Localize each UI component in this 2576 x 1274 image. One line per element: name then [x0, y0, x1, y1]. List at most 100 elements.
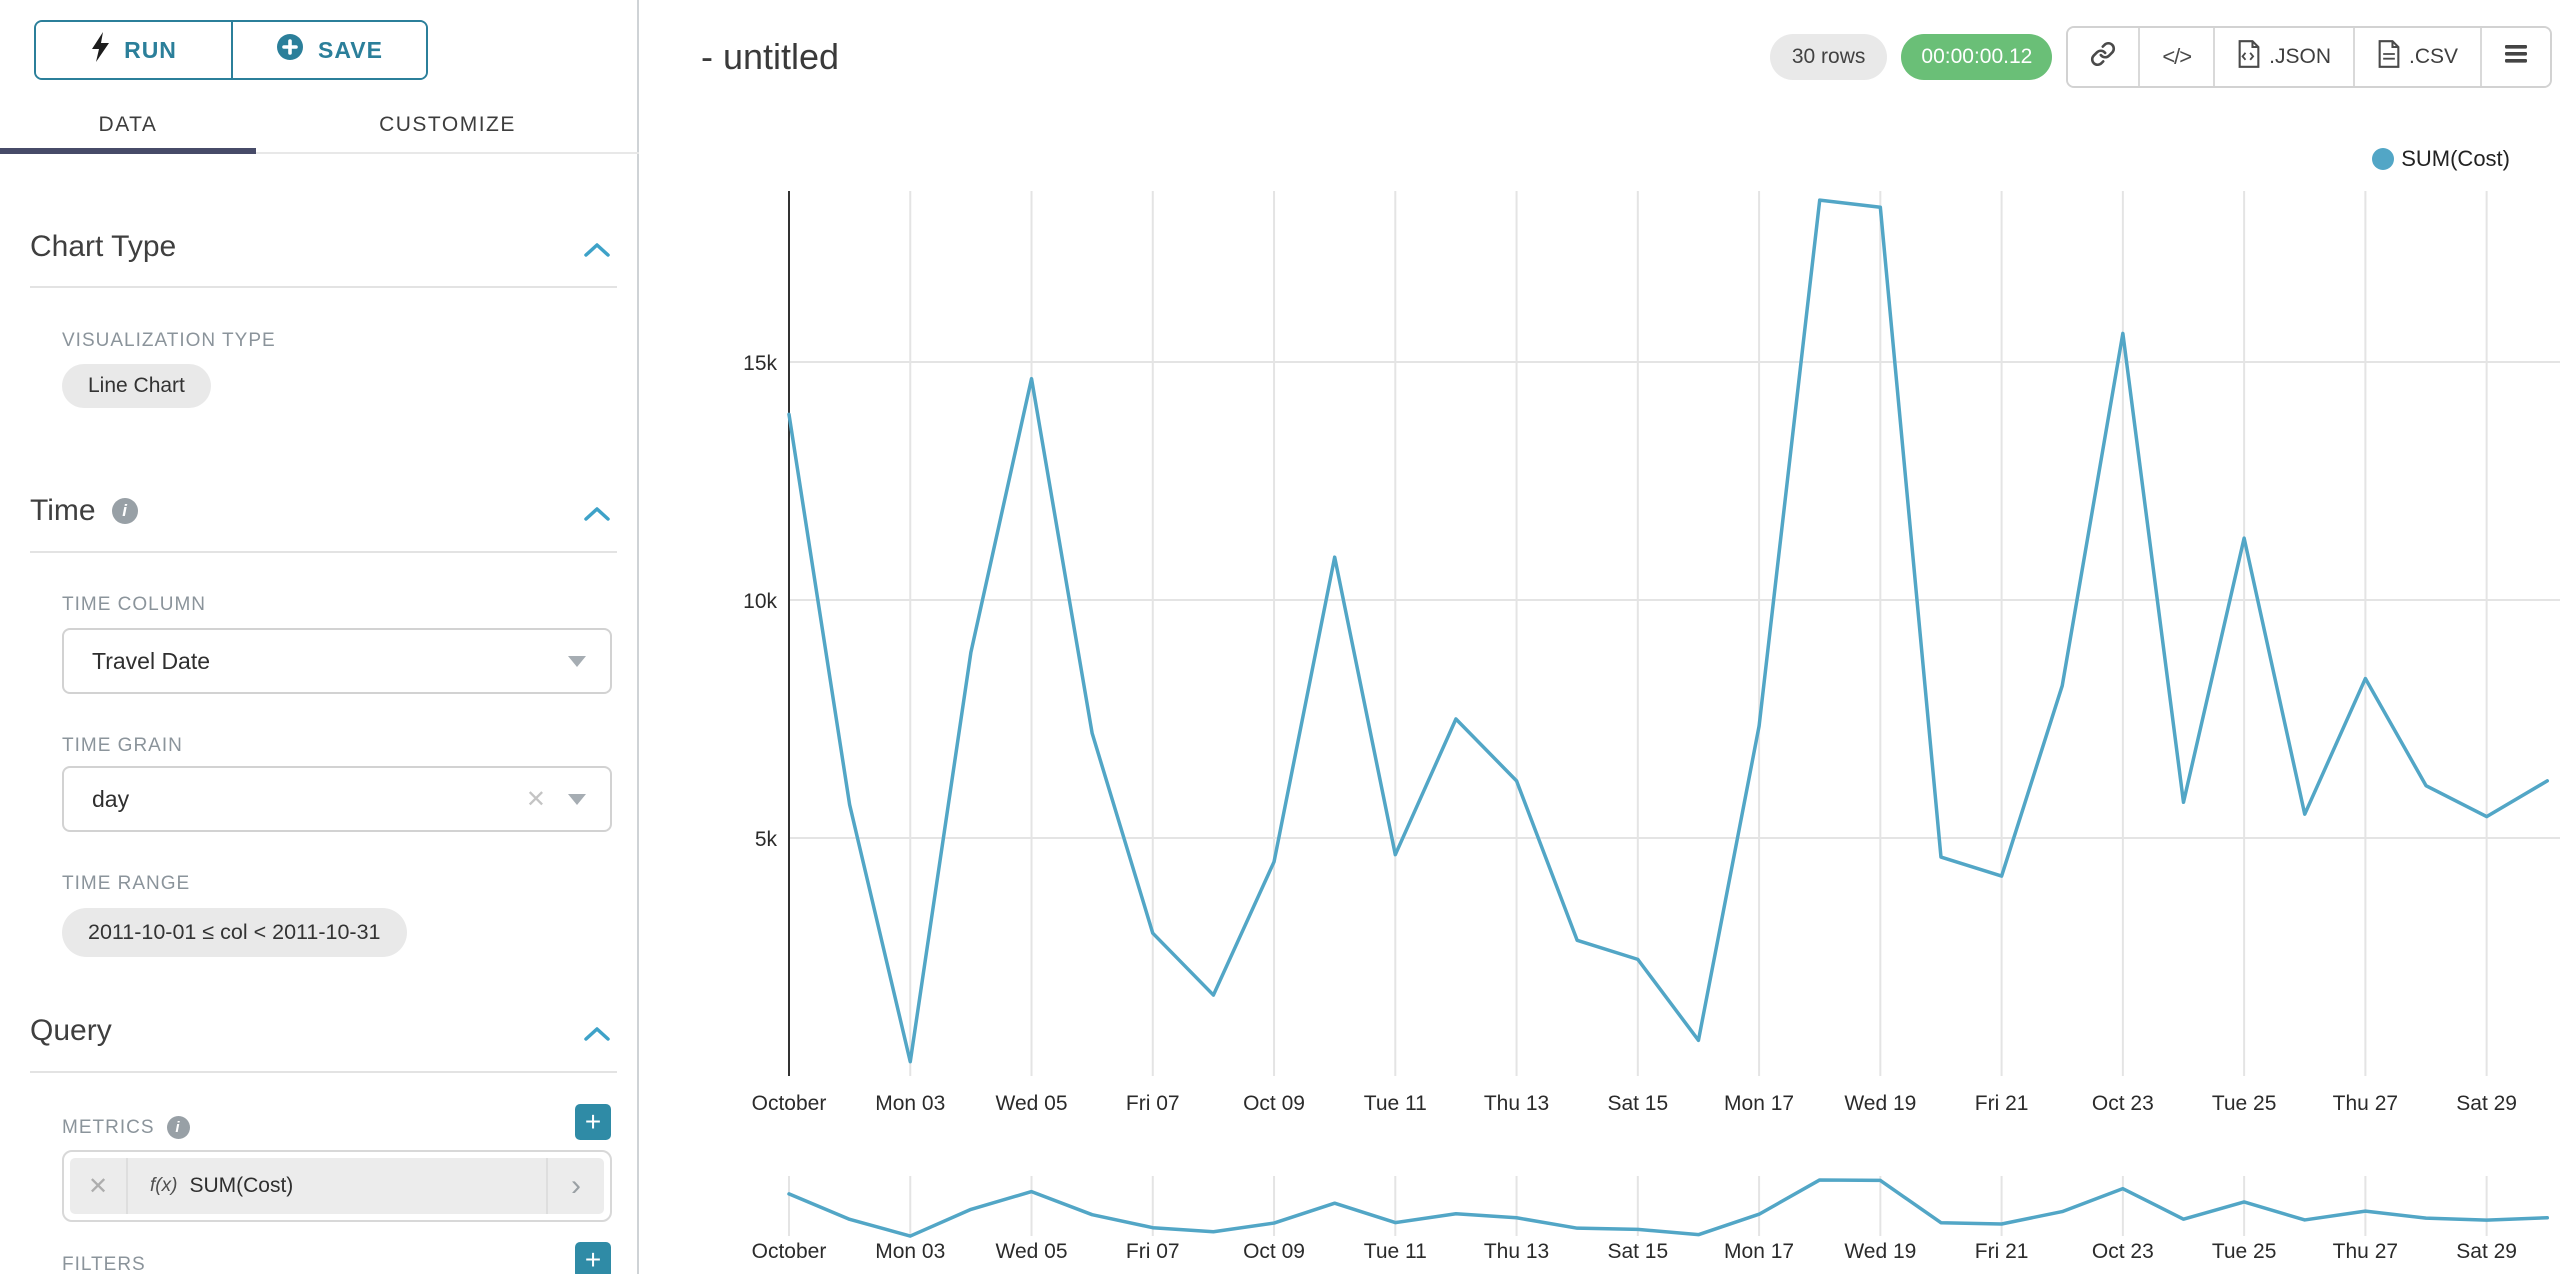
hamburger-menu-icon — [2504, 44, 2528, 70]
x-axis-tick-label: Fri 21 — [1975, 1092, 2029, 1115]
code-icon: </> — [2162, 44, 2192, 69]
section-divider — [30, 551, 617, 553]
time-section-title: Time i — [30, 494, 138, 528]
legend-label: SUM(Cost) — [2401, 146, 2510, 171]
csv-file-icon — [2377, 40, 2401, 74]
line-chart[interactable]: 5k 10k 15k October Mon 03 Wed 05 Fri 07 Oct 09 T… — [639, 0, 2576, 1274]
mini-series-line-sum-cost — [787, 1178, 2550, 1238]
time-column-value: Travel Date — [92, 647, 211, 674]
mini-x-axis-tick-label: Mon 17 — [1724, 1240, 1794, 1263]
x-axis-tick-label: Tue 25 — [2212, 1092, 2277, 1115]
visualization-type-pill[interactable]: Line Chart — [62, 364, 211, 408]
legend-swatch-icon — [2372, 148, 2395, 170]
expand-metric-chevron-icon[interactable]: › — [546, 1158, 604, 1214]
x-axis-tick-label: Wed 19 — [1844, 1092, 1916, 1115]
y-axis-tick-label: 10k — [743, 590, 777, 613]
info-icon: i — [166, 1116, 190, 1139]
run-button-label: RUN — [124, 36, 177, 63]
mini-x-axis-tick-label: Thu 13 — [1484, 1240, 1549, 1263]
time-column-label: TIME COLUMN — [62, 594, 206, 615]
chart-header-controls: 30 rows 00:00:00.12 </> — [1769, 26, 2552, 88]
time-grain-value: day — [92, 785, 130, 812]
mini-x-axis-tick-label: Fri 21 — [1975, 1240, 2029, 1263]
chart-type-collapse-chevron-icon[interactable] — [583, 242, 611, 263]
time-range-label: TIME RANGE — [62, 873, 191, 894]
x-axis-tick-label: Oct 23 — [2092, 1092, 2154, 1115]
chart-type-section-title: Chart Type — [30, 230, 176, 264]
time-column-select[interactable]: Travel Date — [62, 628, 612, 694]
run-save-button-group: RUN SAVE — [34, 20, 428, 80]
add-filter-button[interactable]: + — [575, 1242, 611, 1274]
chart-panel: - untitled 30 rows 00:00:00.12 </> — [639, 0, 2576, 1274]
mini-x-axis-tick-label: Sat 15 — [1607, 1240, 1668, 1263]
query-section-title: Query — [30, 1014, 112, 1048]
x-axis-tick-label: Sat 29 — [2456, 1092, 2517, 1115]
x-axis-tick-label: Mon 03 — [875, 1092, 945, 1115]
time-collapse-chevron-icon[interactable] — [583, 506, 611, 527]
query-title-text: Query — [30, 1014, 112, 1047]
remove-metric-icon[interactable]: ✕ — [70, 1158, 128, 1214]
export-json-label: .JSON — [2269, 45, 2331, 68]
row-count-badge: 30 rows — [1769, 34, 1888, 80]
x-axis-tick-label: October — [752, 1092, 827, 1115]
save-button-label: SAVE — [318, 36, 383, 63]
short-link-button[interactable] — [2068, 28, 2139, 86]
mini-x-axis-tick-label: Oct 23 — [2092, 1240, 2154, 1263]
mini-x-axis-tick-label: Wed 05 — [996, 1240, 1068, 1263]
caret-down-icon — [568, 655, 586, 667]
sidebar: RUN SAVE DATA CUSTOMIZE Chart Type — [0, 0, 639, 1274]
mini-x-axis-tick-label: Oct 09 — [1243, 1240, 1305, 1263]
chart-title: - untitled — [701, 36, 840, 77]
info-icon: i — [111, 498, 138, 524]
x-axis-tick-label: Wed 05 — [996, 1092, 1068, 1115]
export-button-group: </> .JSON — [2066, 26, 2552, 88]
query-collapse-chevron-icon[interactable] — [583, 1026, 611, 1047]
y-axis-tick-label: 15k — [743, 352, 777, 375]
mini-x-axis-tick-label: Wed 19 — [1844, 1240, 1916, 1263]
x-axis-tick-label: Thu 27 — [2333, 1092, 2398, 1115]
embed-code-button[interactable]: </> — [2138, 28, 2214, 86]
export-csv-label: .CSV — [2408, 45, 2458, 68]
mini-x-axis-tick-label: October — [752, 1240, 827, 1263]
x-axis-tick-label: Thu 13 — [1484, 1092, 1549, 1115]
chart-menu-button[interactable] — [2480, 28, 2550, 86]
mini-x-axis-tick-label: Sat 29 — [2456, 1240, 2517, 1263]
time-grain-select[interactable]: day ✕ — [62, 766, 612, 832]
export-json-button[interactable]: .JSON — [2213, 28, 2353, 86]
metric-value: SUM(Cost) — [189, 1174, 294, 1197]
x-axis-tick-label: Fri 07 — [1126, 1092, 1180, 1115]
mini-x-axis-tick-label: Tue 25 — [2212, 1240, 2277, 1263]
active-tab-underline — [0, 148, 256, 154]
section-divider — [30, 1071, 617, 1073]
time-grain-label: TIME GRAIN — [62, 735, 183, 756]
sidebar-tabs: DATA CUSTOMIZE — [0, 96, 639, 154]
fx-icon: f(x) — [150, 1175, 178, 1196]
x-axis-tick-label: Mon 17 — [1724, 1092, 1794, 1115]
query-timer-badge: 00:00:00.12 — [1901, 34, 2053, 80]
metric-control[interactable]: ✕ f(x) SUM(Cost) › — [62, 1150, 612, 1222]
time-range-pill[interactable]: 2011-10-01 ≤ col < 2011-10-31 — [62, 908, 407, 957]
legend-item-sum-cost[interactable]: SUM(Cost) — [2372, 146, 2510, 172]
x-axis-tick-label: Tue 11 — [1364, 1092, 1427, 1115]
plus-icon: + — [584, 1244, 602, 1274]
clear-icon[interactable]: ✕ — [525, 785, 546, 813]
add-metric-button[interactable]: + — [575, 1104, 611, 1140]
section-divider — [30, 286, 617, 288]
export-csv-button[interactable]: .CSV — [2352, 28, 2480, 86]
tab-data[interactable]: DATA — [98, 113, 158, 136]
tab-customize[interactable]: CUSTOMIZE — [379, 113, 516, 136]
mini-x-axis-tick-label: Fri 07 — [1126, 1240, 1180, 1263]
chart-type-title-text: Chart Type — [30, 230, 177, 263]
time-title-text: Time — [30, 494, 96, 527]
link-icon — [2090, 41, 2116, 73]
mini-x-axis-tick-label: Thu 27 — [2333, 1240, 2398, 1263]
x-axis-tick-label: Sat 15 — [1607, 1092, 1668, 1115]
series-line-sum-cost — [787, 198, 2550, 1064]
visualization-type-label: VISUALIZATION TYPE — [62, 330, 276, 351]
save-button[interactable]: SAVE — [231, 22, 426, 78]
plus-icon: + — [584, 1106, 602, 1137]
filters-label: FILTERS — [62, 1254, 146, 1274]
caret-down-icon — [568, 793, 586, 805]
run-button[interactable]: RUN — [36, 22, 231, 78]
